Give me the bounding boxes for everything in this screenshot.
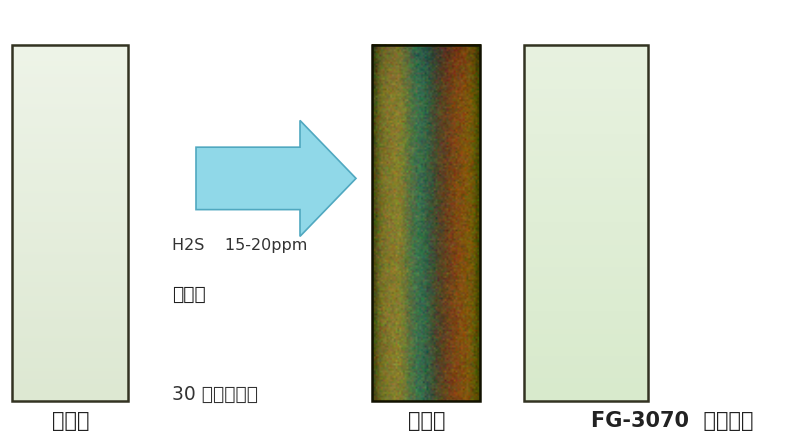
Bar [12,45,128,401]
Bar [372,45,480,401]
Text: 未塗布: 未塗布 [408,412,445,431]
Text: 試験前: 試験前 [52,412,89,431]
Bar [524,45,648,401]
Polygon shape [196,120,356,236]
Text: 室温下: 室温下 [172,285,206,304]
Text: 30 分間　静置: 30 分間 静置 [172,385,258,404]
Text: FG-3070  浸漬塗布: FG-3070 浸漬塗布 [590,412,754,431]
Text: H2S    15-20ppm: H2S 15-20ppm [172,238,307,253]
